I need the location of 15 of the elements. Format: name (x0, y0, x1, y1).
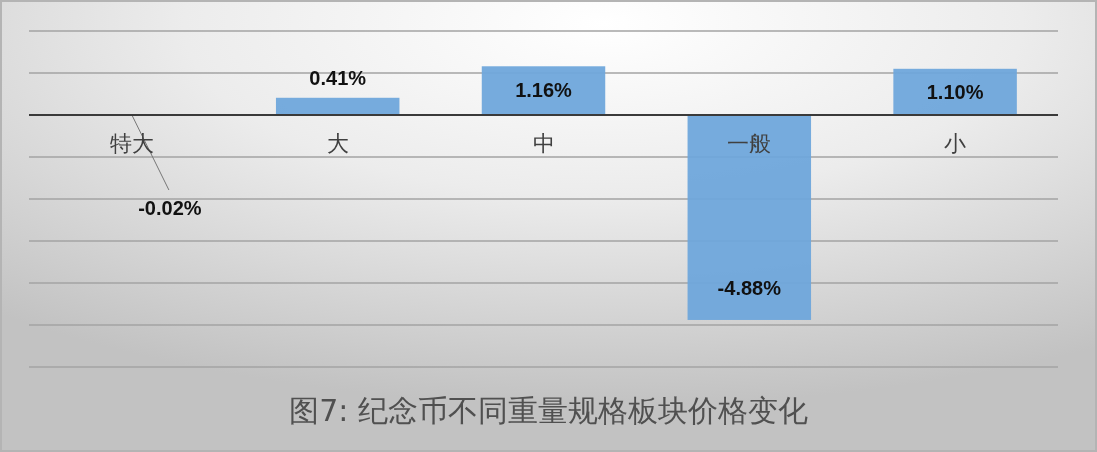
data-label: -4.88% (717, 277, 782, 300)
data-label: 0.41% (309, 67, 367, 90)
x-tick-label: 一般 (727, 131, 772, 156)
bar (687, 115, 812, 320)
data-label: 1.16% (515, 78, 573, 101)
x-tick-label: 特大 (109, 131, 154, 156)
data-label: -0.02% (138, 197, 202, 220)
data-label: 1.10% (926, 81, 984, 104)
x-tick-label: 小 (944, 131, 967, 156)
bar (893, 68, 1017, 115)
bar (481, 66, 606, 115)
x-tick-label: 大 (326, 131, 349, 156)
text: 图7: 纪念币不同重量规格板块价格变化 (289, 392, 808, 428)
x-tick-label: 中 (532, 131, 555, 156)
bar (275, 97, 400, 115)
